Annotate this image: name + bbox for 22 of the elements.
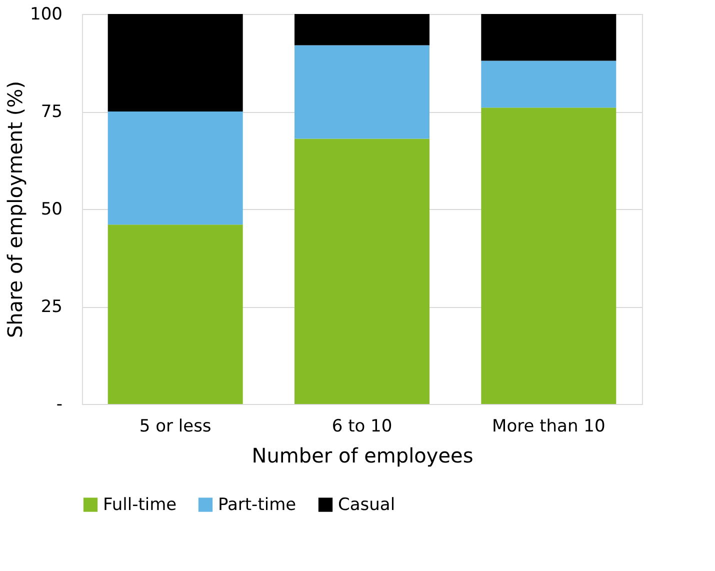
bar [481,60,616,108]
bar [108,14,243,112]
bar [294,14,430,46]
bar [481,108,616,404]
y-axis-title: Share of employment (%) [3,80,28,338]
legend-label: Part-time [218,494,296,515]
legend-label: Casual [338,494,396,515]
x-tick-label: 6 to 10 [332,416,392,436]
legend-label: Full-time [103,494,177,515]
y-tick-label: 50 [40,200,62,220]
bar [294,45,430,139]
y-tick-label: 25 [40,297,62,317]
x-axis-title: Number of employees [252,444,474,468]
bar [108,112,243,225]
bar [294,138,430,404]
bar [481,14,616,61]
y-tick-label: 75 [40,102,62,122]
x-tick-label: 5 or less [139,416,212,436]
x-tick-label: More than 10 [492,416,606,436]
y-tick-label: - [56,394,62,414]
y-tick-label: 100 [30,4,62,24]
bar [108,224,243,404]
